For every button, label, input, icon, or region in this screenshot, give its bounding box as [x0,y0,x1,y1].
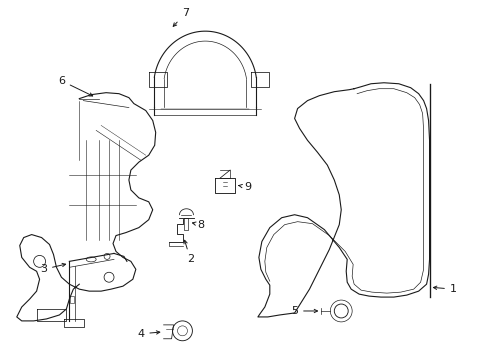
Text: 3: 3 [40,264,65,274]
Text: 4: 4 [137,329,160,339]
Text: 1: 1 [432,284,456,294]
Text: 2: 2 [183,240,194,264]
Text: 6: 6 [58,76,93,96]
Text: 8: 8 [192,220,203,230]
Text: 5: 5 [290,306,317,316]
Text: 9: 9 [238,182,251,192]
Text: 7: 7 [173,8,189,26]
